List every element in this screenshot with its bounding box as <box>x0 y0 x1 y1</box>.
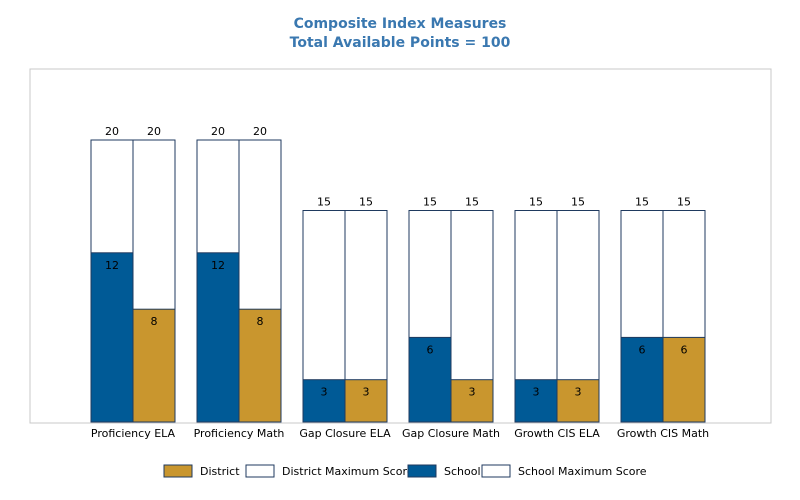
legend-swatch-district-max <box>245 464 275 478</box>
school-value-label: 6 <box>427 343 434 356</box>
school-value-label: 3 <box>533 386 540 399</box>
school-max-label: 15 <box>635 196 649 209</box>
school-bar <box>90 252 134 423</box>
school-value-label: 6 <box>639 343 646 356</box>
school-max-label: 15 <box>423 196 437 209</box>
district-value-label: 8 <box>257 315 264 328</box>
district-max-label: 20 <box>147 125 161 138</box>
legend-label-district-max: District Maximum Score <box>282 465 414 478</box>
school-bar <box>302 379 346 423</box>
category-label: Proficiency ELA <box>91 427 176 440</box>
legend-label-district: District <box>200 465 240 478</box>
district-max-label: 15 <box>359 196 373 209</box>
district-bar <box>556 379 600 423</box>
district-bar <box>344 379 388 423</box>
school-bar <box>620 336 664 423</box>
district-bar <box>662 336 706 423</box>
school-value-label: 12 <box>105 259 119 272</box>
category-label: Growth CIS ELA <box>514 427 600 440</box>
district-max-label: 15 <box>571 196 585 209</box>
district-value-label: 8 <box>151 315 158 328</box>
category-label: Gap Closure ELA <box>299 427 391 440</box>
legend-swatch-district <box>163 464 193 478</box>
category-label: Growth CIS Math <box>617 427 709 440</box>
district-bar <box>238 308 282 423</box>
plot-area-frame <box>29 68 772 424</box>
legend-label-school-max: School Maximum Score <box>518 465 647 478</box>
chart-subtitle: Total Available Points = 100 <box>289 35 511 51</box>
school-value-label: 12 <box>211 259 225 272</box>
school-bar <box>196 252 240 423</box>
category-label: Proficiency Math <box>194 427 285 440</box>
district-bar <box>450 379 494 423</box>
school-bar <box>514 379 558 423</box>
district-value-label: 3 <box>363 386 370 399</box>
district-value-label: 6 <box>681 343 688 356</box>
legend-swatch-school <box>407 464 437 478</box>
school-max-label: 20 <box>211 125 225 138</box>
school-max-label: 20 <box>105 125 119 138</box>
district-bar <box>132 308 176 423</box>
chart-title: Composite Index Measures <box>293 16 507 32</box>
legend-swatch-school-max <box>481 464 511 478</box>
district-value-label: 3 <box>469 386 476 399</box>
district-max-label: 15 <box>465 196 479 209</box>
district-max-label: 20 <box>253 125 267 138</box>
school-max-label: 15 <box>529 196 543 209</box>
district-max-label: 15 <box>677 196 691 209</box>
school-value-label: 3 <box>321 386 328 399</box>
school-max-label: 15 <box>317 196 331 209</box>
category-label: Gap Closure Math <box>402 427 500 440</box>
district-value-label: 3 <box>575 386 582 399</box>
school-bar <box>408 336 452 423</box>
legend-label-school: School <box>444 465 481 478</box>
